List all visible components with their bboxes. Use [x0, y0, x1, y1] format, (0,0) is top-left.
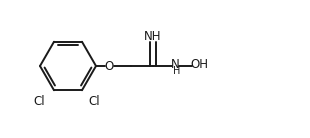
Text: NH: NH	[144, 30, 162, 43]
Text: O: O	[104, 59, 114, 72]
Text: Cl: Cl	[88, 95, 100, 108]
Text: Cl: Cl	[33, 95, 45, 108]
Text: N: N	[170, 59, 179, 71]
Text: H: H	[173, 67, 180, 76]
Text: OH: OH	[190, 59, 208, 71]
